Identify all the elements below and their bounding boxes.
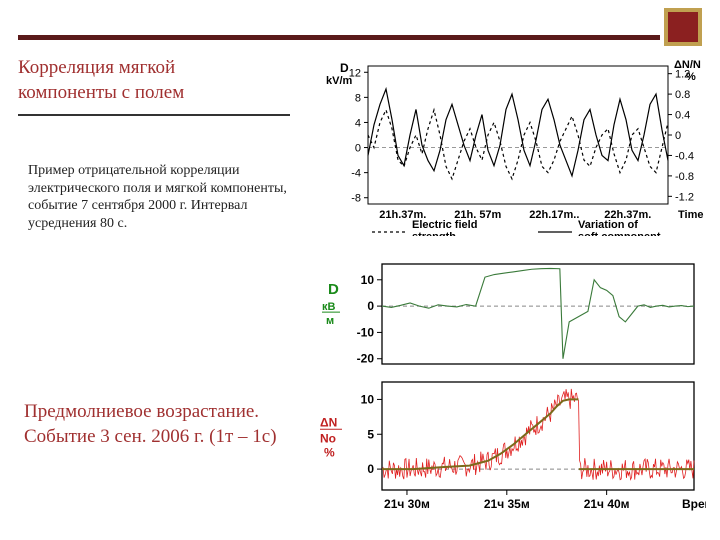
svg-text:-1.2: -1.2 (675, 191, 694, 203)
svg-text:21ч 40м: 21ч 40м (584, 497, 630, 511)
svg-text:10: 10 (361, 392, 375, 406)
svg-text:-0.8: -0.8 (675, 171, 694, 183)
svg-text:Electric field: Electric field (412, 219, 477, 231)
svg-text:-8: -8 (351, 193, 361, 205)
svg-text:10: 10 (361, 273, 375, 287)
title-underline (18, 114, 290, 116)
svg-text:Time: Time (678, 209, 703, 221)
svg-text:4: 4 (355, 117, 361, 129)
svg-text:8: 8 (355, 92, 361, 104)
svg-text:-10: -10 (357, 325, 375, 339)
svg-text:soft component: soft component (578, 231, 661, 236)
svg-text:Variation of: Variation of (578, 219, 638, 231)
svg-text:ΔN: ΔN (320, 415, 337, 429)
svg-text:0: 0 (355, 143, 361, 155)
chart-correlation: -8-404812-1.2-0.8-0.400.40.81.221h.37m.2… (310, 56, 706, 236)
top-line (18, 35, 660, 40)
paragraph-example: Пример отрицательной корреляции электрич… (28, 162, 288, 232)
svg-text:-4: -4 (351, 168, 361, 180)
svg-text:0: 0 (367, 299, 374, 313)
chart-dfield: -20 -10 0 10 DкВ м (310, 258, 706, 374)
svg-text:0: 0 (675, 130, 681, 142)
svg-text:strength: strength (412, 231, 456, 236)
svg-text:D: D (328, 281, 339, 298)
title-correlation: Корреляция мягкой компоненты с полем (18, 56, 278, 105)
svg-text:%: % (686, 71, 696, 83)
title-prelightning: Предмолниевое возрастание. Событие 3 сен… (24, 400, 284, 449)
top-decoration (0, 0, 720, 46)
svg-text:kV/m: kV/m (326, 75, 353, 87)
svg-text:No: No (320, 431, 336, 445)
svg-text:-0.4: -0.4 (675, 150, 694, 162)
svg-text:-20: -20 (357, 352, 375, 366)
svg-text:кВ: кВ (322, 301, 336, 313)
svg-text:22h.17m..: 22h.17m.. (529, 209, 579, 221)
svg-text:D: D (340, 61, 349, 75)
svg-text:Время: Время (682, 497, 706, 511)
svg-text:5: 5 (367, 427, 374, 441)
svg-text:0.4: 0.4 (675, 110, 690, 122)
svg-text:м: м (326, 315, 334, 327)
svg-text:%: % (324, 445, 335, 459)
svg-text:0: 0 (367, 462, 374, 476)
top-square (664, 8, 702, 46)
chart-deltaN: 0 5 10 ΔN No% 21ч 30м 21ч 35м 21ч 40м Время (310, 378, 706, 520)
svg-text:0.8: 0.8 (675, 89, 690, 101)
svg-text:ΔN/N: ΔN/N (674, 59, 701, 71)
svg-text:21ч 30м: 21ч 30м (384, 497, 430, 511)
svg-text:21ч 35м: 21ч 35м (484, 497, 530, 511)
